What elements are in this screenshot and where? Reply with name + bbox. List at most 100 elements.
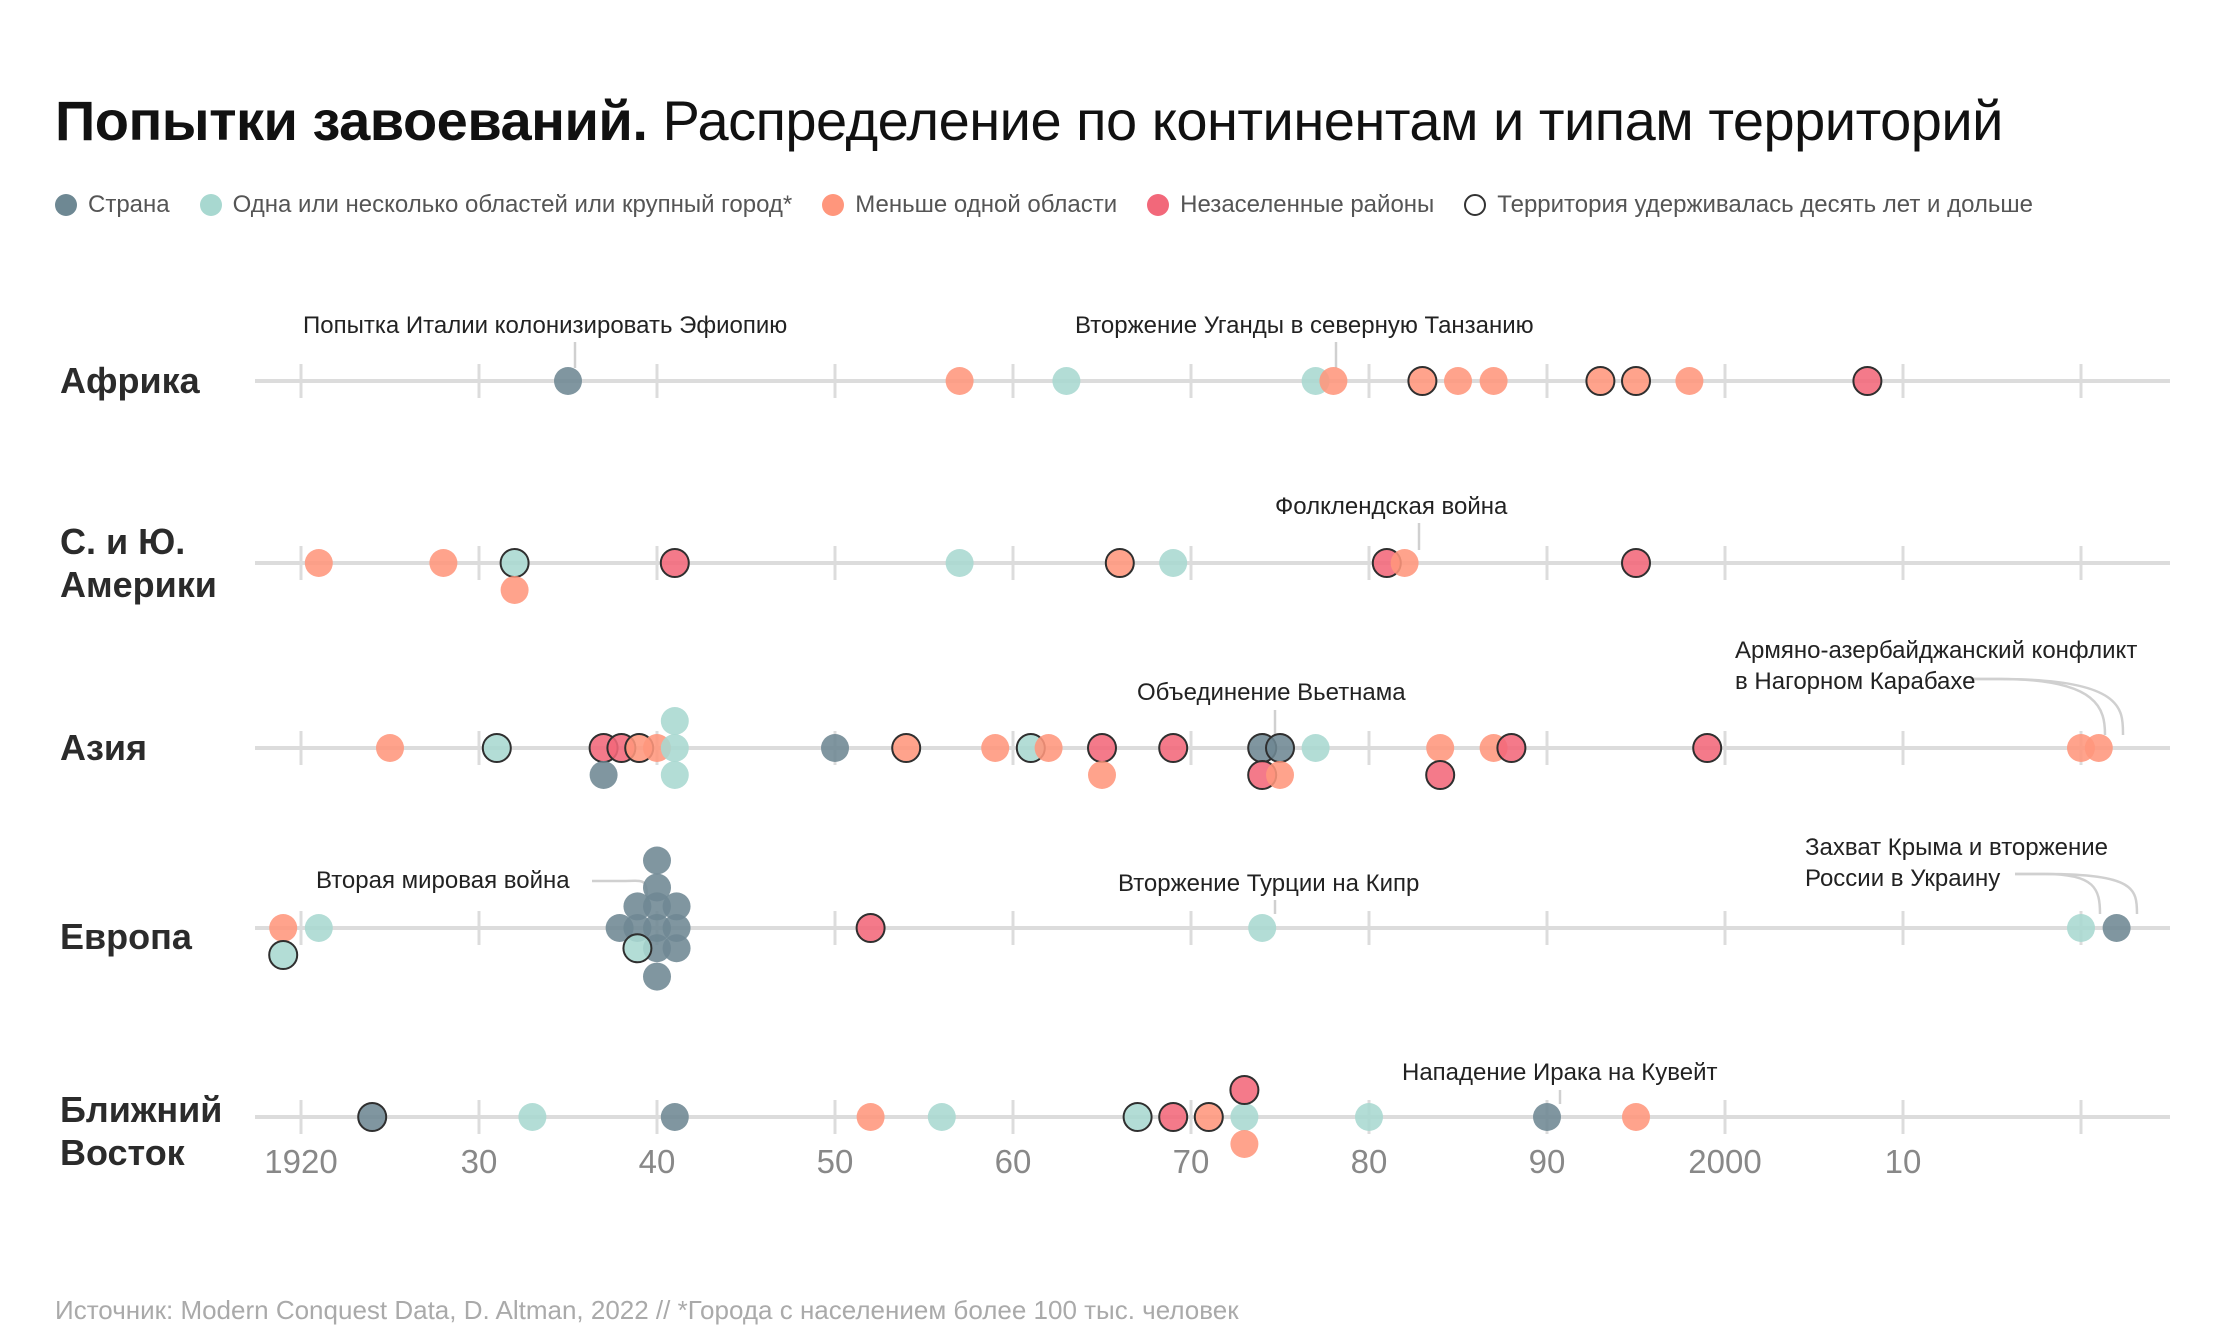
data-point-unpop (855, 913, 886, 943)
data-point-unpop (1158, 733, 1189, 763)
legend: Страна Одна или несколько областей или к… (55, 191, 2063, 219)
data-point-region (660, 734, 689, 762)
annotation-label: Нападение Ирака на Кувейт (1402, 1059, 1718, 1086)
data-point-less (2084, 734, 2113, 762)
data-point-country (554, 367, 582, 395)
annotation-label: Фолклендская война (1275, 493, 1508, 520)
data-point-less (945, 367, 974, 395)
legend-label-country: Страна (88, 191, 170, 218)
row-label-middle-east: Ближний Восток (60, 1089, 223, 1173)
data-point-region (518, 1103, 547, 1131)
x-tick-label: 50 (817, 1143, 854, 1180)
data-point-less (1034, 734, 1063, 762)
data-point-country (589, 761, 618, 789)
data-point-less (1585, 366, 1616, 396)
data-point-less (429, 549, 458, 577)
annotation-leader (2015, 872, 2139, 915)
data-point-less (856, 1103, 885, 1131)
legend-item-country: Страна (55, 191, 170, 219)
data-point-region (481, 733, 512, 763)
data-point-region (499, 548, 530, 578)
data-point-country (643, 914, 671, 942)
data-point-country (662, 892, 691, 921)
row-label-africa: Африка (60, 360, 200, 401)
data-point-region (268, 940, 299, 970)
x-tick-label: 70 (1173, 1143, 1210, 1180)
x-tick-label: 1920 (264, 1143, 337, 1180)
x-tick-label: 10 (1885, 1143, 1922, 1180)
data-point-region (1052, 367, 1081, 395)
legend-swatch-less (822, 194, 845, 216)
annotation-leader (2015, 872, 2102, 915)
row-label-europe: Европа (60, 916, 192, 957)
data-point-region (1159, 549, 1188, 577)
annotation-label: Вторжение Уганды в северную Танзанию (1075, 312, 1534, 339)
data-point-less (304, 549, 333, 577)
x-tick-label: 2000 (1688, 1143, 1761, 1180)
source-note: Источник: Modern Conquest Data, D. Altma… (55, 1295, 1239, 1325)
legend-label-unpop: Незаселенные районы (1180, 191, 1435, 218)
data-point-country (1265, 733, 1295, 763)
data-point-unpop (1692, 733, 1723, 763)
legend-swatch-unpop (1147, 194, 1170, 216)
data-point-less (1390, 549, 1419, 577)
data-point-less (269, 914, 298, 942)
annotation-label: Вторжение Турции на Кипр (1118, 870, 1419, 897)
legend-label-less: Меньше одной области (855, 191, 1118, 218)
legend-label-held: Территория удерживалась десять лет и дол… (1497, 191, 2033, 218)
data-point-country (662, 934, 691, 963)
data-point-unpop (1621, 548, 1651, 578)
data-point-less (891, 733, 922, 763)
legend-swatch-held (1464, 194, 1487, 216)
legend-swatch-region (199, 194, 222, 216)
data-point-less (1675, 367, 1704, 395)
data-point-less (1444, 367, 1472, 395)
annotation-label: Попытка Италии колонизировать Эфиопию (303, 312, 787, 339)
chart-title: Попытки завоеваний. Распределение по кон… (55, 88, 2003, 153)
data-point-region (1230, 1103, 1259, 1131)
data-point-unpop (1158, 1102, 1189, 1132)
chart-title-rest: Распределение по континентам и типам тер… (662, 89, 2003, 152)
data-point-less (1319, 367, 1348, 395)
data-point-less (1621, 366, 1651, 396)
annotation-label: Вторая мировая война (316, 867, 570, 894)
data-point-less (1088, 761, 1116, 789)
data-point-less (981, 734, 1010, 762)
data-point-region (622, 933, 653, 964)
data-point-less (1230, 1130, 1259, 1158)
data-point-unpop (659, 548, 690, 578)
chart-title-bold: Попытки завоеваний. (55, 89, 648, 152)
data-point-region (660, 707, 689, 735)
x-tick-label: 30 (461, 1143, 498, 1180)
legend-swatch-country (55, 194, 77, 216)
data-point-less (1426, 734, 1455, 762)
data-point-less (1266, 761, 1294, 789)
data-point-region (660, 761, 689, 789)
x-tick-label: 40 (639, 1143, 676, 1180)
data-point-unpop (1496, 733, 1527, 763)
data-point-region (927, 1103, 956, 1131)
annotation-label: Объединение Вьетнама (1137, 679, 1406, 706)
data-point-unpop (1425, 760, 1456, 790)
data-point-region (1248, 914, 1277, 942)
data-point-less (1193, 1102, 1224, 1132)
legend-label-region: Одна или несколько областей или крупный … (232, 191, 793, 218)
row-label-asia: Азия (60, 727, 148, 768)
data-point-country (1533, 1103, 1561, 1131)
annotation-leader (1970, 677, 2125, 736)
data-point-country (660, 1103, 689, 1131)
data-point-less (1479, 367, 1508, 395)
data-point-country (643, 846, 671, 875)
legend-item-region: Одна или несколько областей или крупный … (199, 191, 793, 219)
x-tick-label: 90 (1529, 1143, 1566, 1180)
data-point-less (376, 734, 404, 762)
data-point-region (945, 549, 974, 577)
data-point-country (623, 892, 652, 921)
data-point-less (1407, 366, 1438, 396)
data-point-less (500, 576, 529, 604)
data-point-country (643, 962, 671, 991)
row-label-americas: С. и Ю. Америки (60, 521, 217, 605)
data-point-unpop (1852, 366, 1883, 396)
data-point-region (1301, 734, 1330, 762)
